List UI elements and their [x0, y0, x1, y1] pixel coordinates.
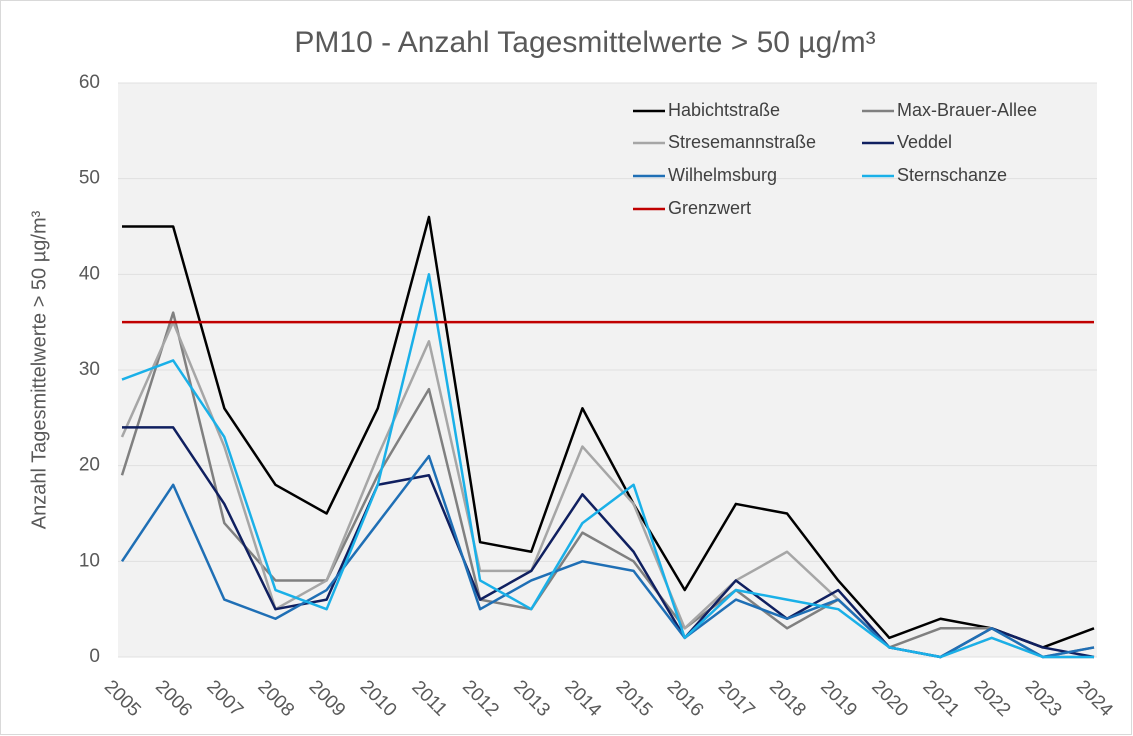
legend-label: Habichtstraße	[668, 100, 780, 120]
y-tick-label: 0	[89, 646, 100, 667]
chart-title: PM10 - Anzahl Tagesmittelwerte > 50 µg/m…	[294, 26, 875, 59]
y-tick-label: 60	[79, 72, 100, 93]
series-line	[121, 273, 1094, 659]
legend-label: Wilhelmsburg	[668, 165, 777, 185]
y-tick-label: 30	[79, 359, 100, 380]
y-tick-label: 50	[79, 168, 100, 189]
legend-label: Sternschanze	[897, 165, 1007, 185]
y-tick-label: 10	[79, 550, 100, 571]
y-tick-label: 40	[79, 263, 100, 284]
legend-label: Stresemannstraße	[668, 132, 816, 152]
legend-label: Max-Brauer-Allee	[897, 100, 1037, 120]
series-line	[120, 311, 1095, 659]
series-line	[122, 215, 1095, 649]
y-axis-label: Anzahl Tagesmittelwerte > 50 µg/m³	[28, 210, 50, 529]
y-tick-label: 20	[79, 455, 100, 476]
legend-label: Grenzwert	[668, 198, 751, 218]
legend-label: Veddel	[897, 132, 952, 152]
